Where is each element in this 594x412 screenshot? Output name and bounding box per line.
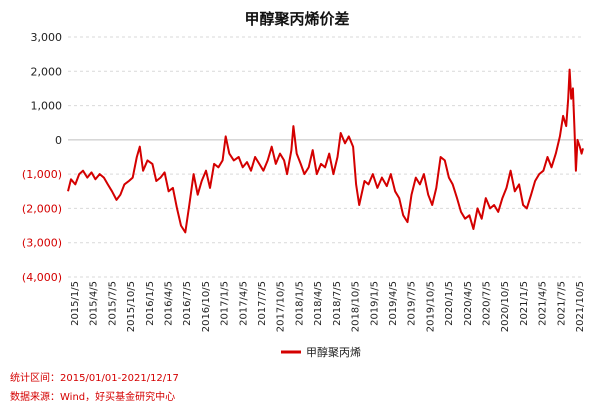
x-tick-label: 2020/7/5	[481, 281, 492, 326]
series-group	[67, 68, 584, 234]
y-tick-label: (1,000)	[22, 168, 62, 181]
x-tick-label: 2016/4/5	[164, 281, 175, 326]
x-tick-label: 2016/1/5	[145, 281, 156, 326]
legend-label: 甲醇聚丙烯	[306, 345, 361, 359]
y-tick-label: 3,000	[31, 31, 63, 44]
x-tick-label: 2018/10/5	[351, 281, 362, 332]
x-tick-label: 2021/4/5	[538, 281, 549, 326]
y-tick-label: (4,000)	[22, 271, 62, 284]
y-axis: 3,000 2,000 1,000 0 (1,000) (2,000) (3,000) (4,…	[22, 31, 62, 284]
x-tick-label: 2017/1/5	[220, 281, 231, 326]
x-tick-label: 2017/7/5	[257, 281, 268, 326]
x-tick-label: 2016/7/5	[182, 281, 193, 326]
x-tick-label: 2015/1/5	[70, 281, 81, 326]
y-tick-label: 1,000	[31, 100, 63, 113]
x-tick-label: 2018/7/5	[332, 281, 343, 326]
x-tick-label: 2020/4/5	[463, 281, 474, 326]
series-line	[67, 68, 584, 234]
x-tick-label: 2019/4/5	[388, 281, 399, 326]
x-tick-label: 2018/1/5	[294, 281, 305, 326]
x-tick-label: 2021/1/5	[519, 281, 530, 326]
x-tick-label: 2015/10/5	[126, 281, 137, 332]
x-tick-label: 2019/10/5	[425, 281, 436, 332]
y-tick-label: (3,000)	[22, 237, 62, 250]
x-tick-label: 2015/7/5	[107, 281, 118, 326]
x-tick-label: 2016/10/5	[201, 281, 212, 332]
x-tick-label: 2019/7/5	[407, 281, 418, 326]
source-note: 数据来源：Wind，好买基金研究中心	[10, 392, 176, 403]
y-tick-label: 2,000	[31, 65, 63, 78]
x-tick-label: 2020/10/5	[500, 281, 511, 332]
date-range-note: 统计区间：2015/01/01-2021/12/17	[10, 373, 179, 384]
x-tick-label: 2015/4/5	[89, 281, 100, 326]
y-tick-label: 0	[55, 134, 62, 147]
gridlines	[68, 36, 583, 278]
x-tick-label: 2020/1/5	[444, 281, 455, 326]
legend: 甲醇聚丙烯	[281, 345, 361, 359]
x-tick-label: 2017/4/5	[238, 281, 249, 326]
y-tick-label: (2,000)	[22, 202, 62, 215]
x-tick-label: 2017/10/5	[276, 281, 287, 332]
x-tick-label: 2018/4/5	[313, 281, 324, 326]
x-tick-label: 2021/10/5	[575, 281, 586, 332]
x-tick-label: 2021/7/5	[556, 281, 567, 326]
chart-title: 甲醇聚丙烯价差	[244, 10, 349, 28]
x-axis: 2015/1/5 2015/4/5 2015/7/5 2015/10/5 2016/1/…	[70, 281, 586, 332]
x-tick-label: 2019/1/5	[369, 281, 380, 326]
